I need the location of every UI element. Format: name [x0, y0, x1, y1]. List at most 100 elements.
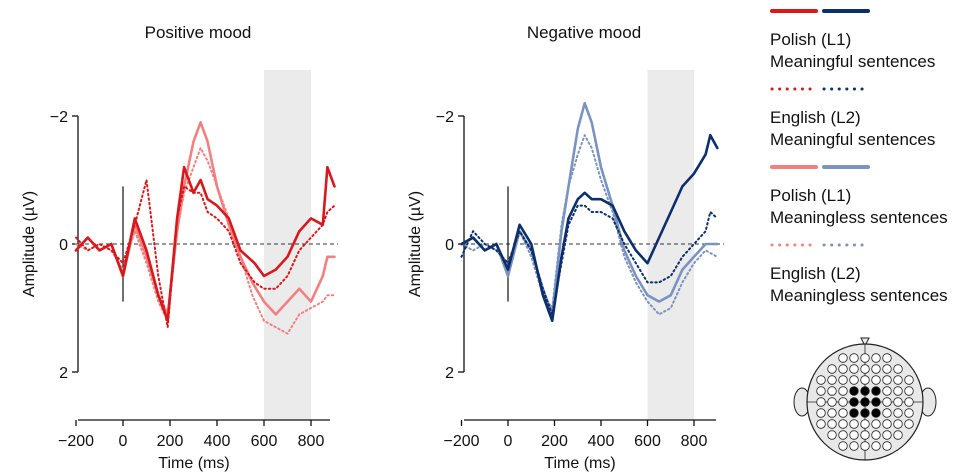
- legend-item: Polish (L1) Meaningless sentences: [770, 160, 975, 238]
- electrode: [882, 419, 892, 429]
- electrode-selected: [871, 397, 881, 407]
- electrode: [893, 408, 903, 418]
- x-tick-label: 600: [634, 433, 661, 450]
- electrode-selected: [871, 386, 881, 396]
- electrode-selected: [849, 386, 859, 396]
- electrode: [893, 397, 903, 407]
- x-tick-label: 800: [681, 433, 708, 450]
- electrode-selected: [871, 408, 881, 418]
- electrode: [838, 375, 848, 385]
- legend-label: Polish (L1): [770, 30, 852, 49]
- electrode: [904, 408, 914, 418]
- series-line-0: [460, 133, 719, 323]
- x-tick-label: 600: [251, 433, 278, 450]
- y-axis-label: Amplitude (µV): [407, 191, 424, 297]
- electrode: [882, 441, 892, 451]
- electrode: [860, 419, 870, 429]
- electrode: [838, 386, 848, 396]
- electrode: [849, 441, 859, 451]
- electrode: [849, 364, 859, 374]
- electrode: [904, 375, 914, 385]
- x-axis-label: Time (ms): [544, 455, 615, 472]
- electrode: [871, 364, 881, 374]
- y-tick-label: 2: [59, 365, 68, 382]
- series-line-1: [75, 179, 336, 329]
- electrode: [827, 397, 837, 407]
- electrode-selected: [860, 397, 870, 407]
- chart-title: Negative mood: [527, 23, 641, 42]
- x-tick-label: 400: [204, 433, 231, 450]
- electrode: [893, 419, 903, 429]
- legend-label: English (L2): [770, 264, 861, 283]
- x-tick-label: 800: [298, 433, 325, 450]
- panel-positive-mood: Positive mood −2 0 2 Amplitude (µV) −200 0 200 4…: [21, 23, 338, 472]
- legend: Polish (L1) Meaningful sentences English (…: [770, 4, 975, 316]
- legend-item: English (L2) Meaningful sentences: [770, 82, 975, 160]
- electrode-selected: [849, 408, 859, 418]
- chart-title: Positive mood: [145, 23, 252, 42]
- electrode-montage-head-icon: [793, 337, 937, 461]
- y-tick-label: 0: [445, 237, 454, 254]
- panel-negative-mood: Negative mood −2 0 2 Amplitude (µV) −200 0 200 4…: [407, 23, 724, 472]
- electrode: [882, 364, 892, 374]
- y-tick-label: 2: [445, 365, 454, 382]
- legend-swatch: [770, 165, 870, 169]
- electrode: [871, 353, 881, 363]
- electrode: [838, 364, 848, 374]
- x-tick-label: 0: [504, 433, 513, 450]
- electrode: [816, 408, 826, 418]
- series-line-2: [460, 101, 719, 316]
- electrode: [838, 441, 848, 451]
- electrode: [893, 364, 903, 374]
- electrode: [871, 419, 881, 429]
- series-line-0: [74, 165, 336, 323]
- electrode: [893, 430, 903, 440]
- x-tick-label: 200: [157, 433, 184, 450]
- electrode: [827, 386, 837, 396]
- electrode: [816, 375, 826, 385]
- electrode: [827, 408, 837, 418]
- electrode: [871, 375, 881, 385]
- y-tick-label: 0: [59, 237, 68, 254]
- x-tick-label: 400: [588, 433, 615, 450]
- electrode: [827, 430, 837, 440]
- electrode: [882, 430, 892, 440]
- electrode: [816, 397, 826, 407]
- legend-label: Meaningful sentences: [770, 130, 936, 149]
- electrode: [882, 397, 892, 407]
- electrode: [871, 430, 881, 440]
- legend-swatch: [770, 87, 870, 91]
- electrode: [860, 441, 870, 451]
- electrode: [893, 386, 903, 396]
- electrode: [871, 441, 881, 451]
- legend-swatch: [770, 243, 870, 247]
- x-tick-label: −200: [58, 433, 94, 450]
- electrode: [860, 353, 870, 363]
- legend-label: Meaningless sentences: [770, 208, 948, 227]
- electrode: [904, 419, 914, 429]
- x-tick-label: −200: [443, 433, 479, 450]
- legend-label: Meaningful sentences: [770, 52, 936, 71]
- legend-swatch: [770, 9, 870, 13]
- electrode: [849, 430, 859, 440]
- electrode: [860, 375, 870, 385]
- electrode: [882, 375, 892, 385]
- y-tick-label: −2: [436, 109, 454, 126]
- legend-label: Meaningless sentences: [770, 286, 948, 305]
- legend-item: English (L2) Meaningless sentences: [770, 238, 975, 316]
- electrode: [882, 408, 892, 418]
- electrode: [904, 397, 914, 407]
- legend-label: Polish (L1): [770, 186, 852, 205]
- electrode: [882, 353, 892, 363]
- electrode: [827, 364, 837, 374]
- electrode: [849, 375, 859, 385]
- electrode: [816, 419, 826, 429]
- electrode-selected: [860, 408, 870, 418]
- electrode: [838, 397, 848, 407]
- x-tick-label: 0: [119, 433, 128, 450]
- legend-item: Polish (L1) Meaningful sentences: [770, 4, 975, 82]
- electrode: [827, 419, 837, 429]
- electrode: [816, 386, 826, 396]
- electrode: [893, 375, 903, 385]
- electrode: [882, 386, 892, 396]
